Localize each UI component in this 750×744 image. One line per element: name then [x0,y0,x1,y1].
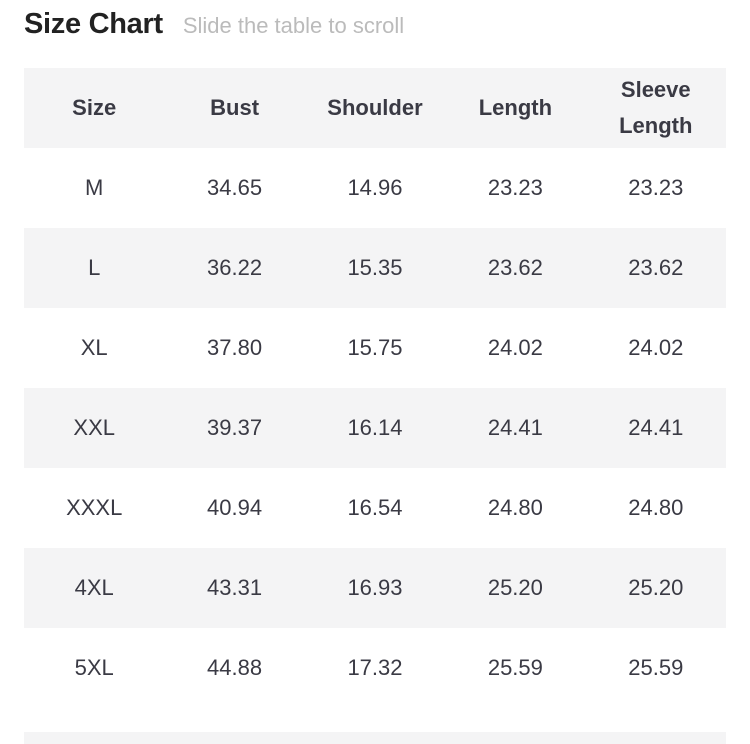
table-cell: 36.22 [164,228,305,308]
table-cell: 24.41 [585,388,726,468]
table-cell: 43.31 [164,548,305,628]
size-table-scroll-area[interactable]: Size Bust Shoulder Length Sleeve Length M… [24,68,726,708]
table-cell: XL [80,335,108,360]
table-cell: XXXL [66,495,123,520]
size-chart-header: Size Chart Slide the table to scroll [24,8,404,41]
column-header: Size [24,68,165,148]
table-row: XXXL 40.94 16.54 24.80 24.80 [24,468,726,548]
table-cell: 40.94 [207,495,263,520]
table-cell: 16.54 [347,495,403,520]
table-header-row: Size Bust Shoulder Length Sleeve Length [24,68,726,148]
table-row: M 34.65 14.96 23.23 23.23 [24,148,726,228]
table-row: L 36.22 15.35 23.62 23.62 [24,228,726,308]
table-cell: XXL [24,388,165,468]
table-cell: 14.96 [347,175,403,200]
table-cell: 24.41 [445,388,586,468]
table-cell: 24.02 [628,335,684,360]
table-cell: 15.35 [304,228,446,308]
table-row: 4XL 43.31 16.93 25.20 25.20 [24,548,726,628]
table-row: 5XL 44.88 17.32 25.59 25.59 [24,628,726,708]
table-cell: 44.88 [207,655,263,680]
table-cell: 24.80 [628,495,684,520]
column-header: Shoulder [304,68,446,148]
page-title: Size Chart [24,8,163,40]
table-cell: 23.62 [585,228,726,308]
table-cell: 23.23 [628,175,684,200]
table-row: XL 37.80 15.75 24.02 24.02 [24,308,726,388]
table-cell: 5XL [74,655,114,680]
table-cell: 23.23 [487,175,543,200]
table-cell: 16.14 [304,388,446,468]
table-row-partial [24,732,726,744]
table-cell: 24.02 [487,335,543,360]
table-cell: L [24,228,165,308]
table-cell: 34.65 [207,175,263,200]
table-cell: 25.59 [628,655,684,680]
table-cell: M [85,175,104,200]
column-header: Sleeve Length [585,68,726,148]
table-row: XXL 39.37 16.14 24.41 24.41 [24,388,726,468]
column-header: Length [445,68,586,148]
table-cell: 24.80 [487,495,543,520]
column-header: Bust [164,68,305,148]
table-cell: 25.20 [445,548,586,628]
size-table: Size Bust Shoulder Length Sleeve Length M… [24,68,726,708]
table-cell: 25.59 [487,655,543,680]
table-cell: 39.37 [164,388,305,468]
table-cell: 16.93 [304,548,446,628]
table-cell: 23.62 [445,228,586,308]
table-cell: 17.32 [347,655,403,680]
table-cell: 37.80 [207,335,263,360]
table-cell: 15.75 [347,335,403,360]
scroll-hint: Slide the table to scroll [182,13,405,38]
table-cell: 25.20 [585,548,726,628]
table-cell: 4XL [24,548,165,628]
